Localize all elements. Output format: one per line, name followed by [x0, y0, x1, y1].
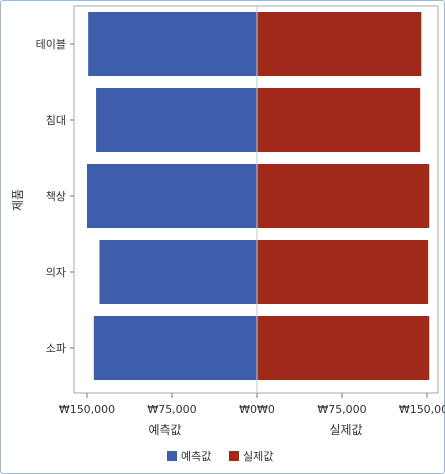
bar-predicted [93, 316, 257, 380]
legend-swatch-actual [229, 451, 239, 461]
legend-label-predicted: 예측값 [181, 450, 211, 463]
legend: 예측값 실제값 [167, 450, 273, 463]
value-tick-label: ₩150,000 [59, 403, 115, 416]
bar-actual [257, 240, 429, 304]
category-label: 의자 [46, 266, 66, 279]
value-tick-label: ₩75,000 [317, 403, 366, 416]
bar-actual [257, 316, 430, 380]
value-tick-label: ₩0 [257, 403, 275, 416]
bar-predicted [88, 12, 257, 76]
plot-area [73, 5, 439, 394]
bar-actual [257, 12, 422, 76]
bar-predicted [87, 164, 257, 228]
x-axis-label-right: 실제값 [329, 423, 362, 437]
value-tick-label: ₩0 [239, 403, 257, 416]
x-axis-label-left: 예측값 [148, 423, 181, 437]
legend-swatch-predicted [167, 451, 177, 461]
category-label: 책상 [46, 190, 66, 203]
legend-label-actual: 실제값 [243, 450, 273, 463]
category-label: 소파 [46, 342, 66, 355]
category-label: 테이블 [36, 38, 66, 51]
value-tick-label: ₩150,000 [399, 403, 445, 416]
category-label: 침대 [46, 114, 66, 127]
bar-predicted [96, 88, 257, 152]
y-axis-label: 제품 [11, 189, 25, 211]
bar-actual [257, 88, 421, 152]
value-tick-label: ₩75,000 [147, 403, 196, 416]
value-axis: ₩150,000 ₩75,000 ₩0₩0 ₩75,000 ₩150,000 [59, 393, 445, 416]
bars-group [87, 12, 430, 380]
bar-actual [257, 164, 430, 228]
bar-predicted [99, 240, 257, 304]
